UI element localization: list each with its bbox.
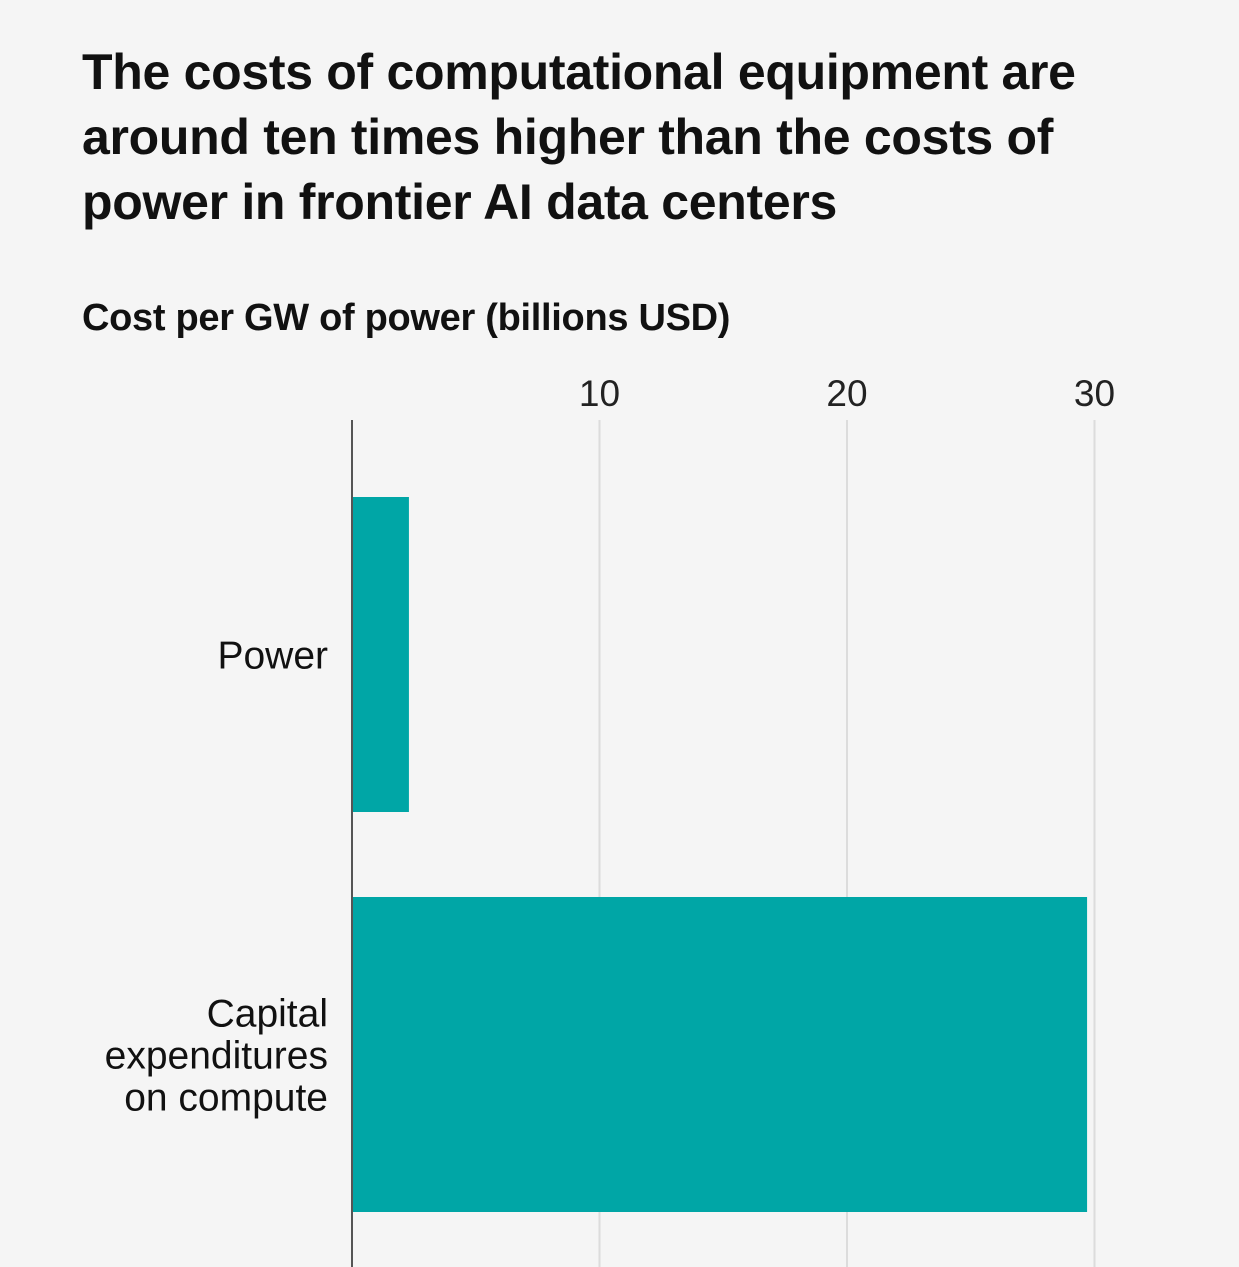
category-label-capital-expenditures-on-compute: Capital expenditures on compute [105,993,328,1120]
bar-capital-expenditures-on-compute [352,897,1088,1212]
tick-label-10: 10 [579,373,620,414]
tick-label-30: 30 [1074,373,1115,414]
x-axis-ticks: 10 20 30 [579,373,1115,414]
bars [352,497,1088,1212]
bar-power [352,497,409,812]
category-labels: Power Capital expenditures on compute [105,635,328,1120]
tick-label-20: 20 [826,373,867,414]
chart-title: The costs of computational equipment are… [82,44,1076,230]
chart-subtitle: Cost per GW of power (billions USD) [82,297,731,339]
category-label-power: Power [217,635,328,678]
